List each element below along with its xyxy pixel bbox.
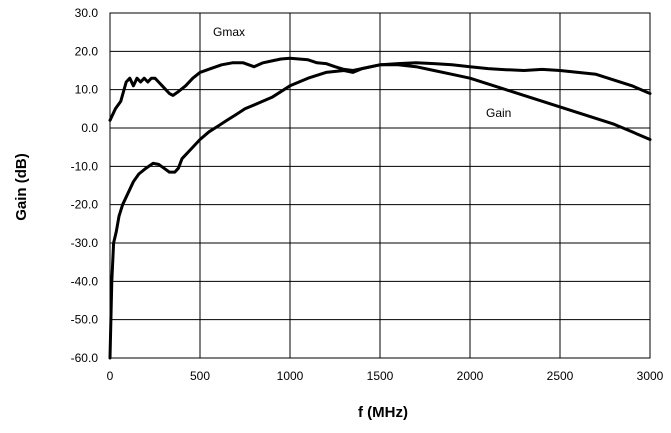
x-tick-label: 500 bbox=[190, 369, 210, 383]
y-tick-label: 30.0 bbox=[75, 6, 99, 20]
x-tick-label: 3000 bbox=[637, 369, 664, 383]
y-tick-label: -30.0 bbox=[71, 236, 99, 250]
series-label-gmax: Gmax bbox=[213, 25, 245, 39]
plot-frame bbox=[109, 12, 651, 359]
series-line-gain bbox=[108, 63, 652, 360]
y-tick-label: -50.0 bbox=[71, 313, 99, 327]
y-tick-label: -40.0 bbox=[71, 274, 99, 288]
y-tick-label: 20.0 bbox=[75, 44, 99, 58]
x-tick-label: 1000 bbox=[277, 369, 304, 383]
x-tick-label: 1500 bbox=[367, 369, 394, 383]
tick-labels: 0 500 1000 1500 2000 2500 3000 -60.0 -50.0 -40.0 -… bbox=[71, 6, 664, 383]
series-line-gmax bbox=[108, 56, 652, 122]
x-tick-label: 2000 bbox=[457, 369, 484, 383]
x-axis-title: f (MHz) bbox=[358, 404, 408, 421]
series-label-gain: Gain bbox=[486, 106, 511, 120]
y-axis-title: Gain (dB) bbox=[13, 153, 30, 221]
y-tick-label: -20.0 bbox=[71, 198, 99, 212]
y-tick-label: 0.0 bbox=[81, 121, 98, 135]
x-tick-label: 2500 bbox=[547, 369, 574, 383]
y-tick-label: -60.0 bbox=[71, 351, 99, 365]
series-lines bbox=[108, 56, 652, 360]
x-tick-label: 0 bbox=[107, 369, 114, 383]
y-tick-label: 10.0 bbox=[75, 83, 99, 97]
y-tick-label: -10.0 bbox=[71, 159, 99, 173]
